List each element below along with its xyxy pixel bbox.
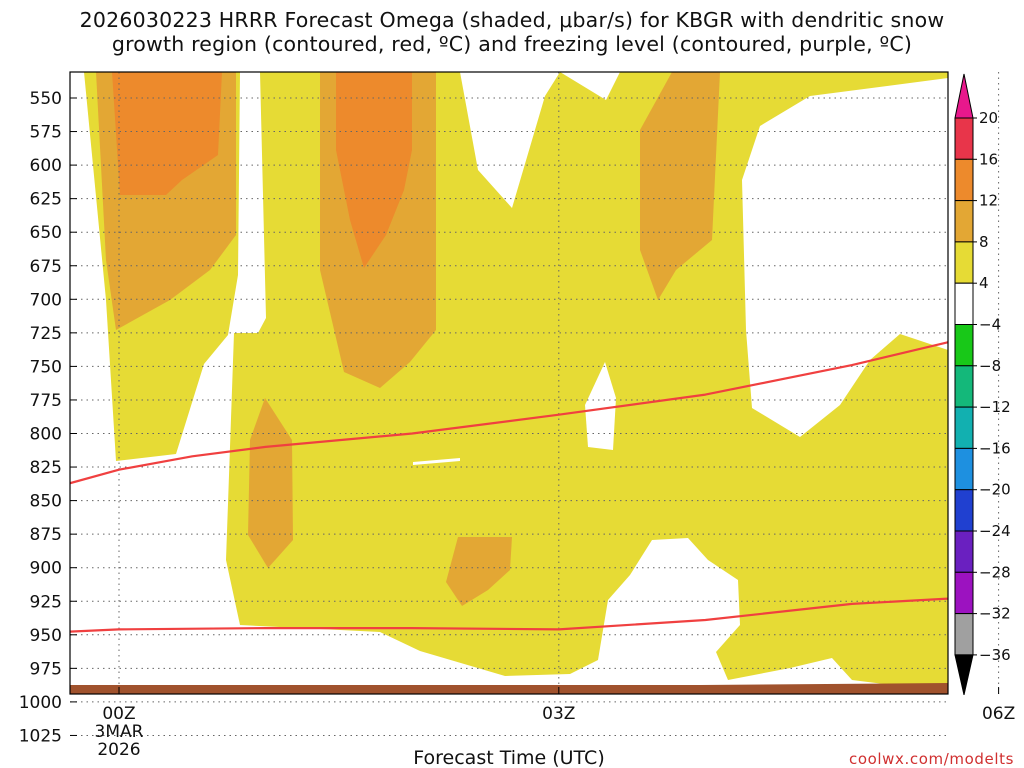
colorbar-segment [954,489,974,532]
colorbar-segment [954,158,974,202]
colorbar-label: 8 [979,233,989,251]
y-tick-label: 650 [30,223,62,243]
y-tick-label: 625 [30,190,62,210]
contour-line [70,341,948,485]
y-tick-label: 775 [30,391,62,411]
x-tick-label: 03Z [542,704,575,724]
y-tick-label: 575 [30,123,62,143]
colorbar-arrow-top [954,73,974,119]
colorbar-label: −28 [979,563,1011,581]
colorbar-label: −36 [979,646,1011,664]
colorbar-segment [954,282,974,326]
omega-region-weak [585,362,616,450]
y-tick-label: 900 [30,559,62,579]
colorbar-segment [954,530,974,573]
y-tick-label: 1000 [19,693,62,713]
colorbar-label: −12 [979,398,1011,416]
colorbar-label: −20 [979,481,1011,499]
y-tick-label: 550 [30,89,62,109]
colorbar-label: 12 [979,192,998,210]
chart-title-line-2: growth region (contoured, red, ºC) and f… [111,32,913,56]
colorbar-segment [954,406,974,449]
colorbar-label: 4 [979,274,989,292]
y-tick-label: 825 [30,458,62,478]
credit-text: coolwx.com/modelts [849,750,1014,768]
colorbar-arrow-bottom [954,654,974,696]
colorbar-label: −32 [979,605,1011,623]
omega-region-8-12 [248,398,293,568]
colorbar-segment [954,571,974,615]
colorbar-label: 20 [979,109,998,127]
y-tick-label: 950 [30,626,62,646]
y-tick-label: 925 [30,592,62,612]
x-axis: 00Z3MAR202603Z06Z09Z12Z15Z [95,687,1015,760]
colorbar: 20 16 12 8 4 −4 −8 −12 −16 −20 −24 −28 −32 −36 [954,73,1011,696]
y-tick-label: 600 [30,156,62,176]
x-tick-sublabel: 3MAR [95,722,144,742]
colorbar-segment [954,200,974,243]
chart-title-line-1: 2026030223 HRRR Forecast Omega (shaded, … [79,8,945,32]
colorbar-segment [954,241,974,284]
y-tick-label: 675 [30,257,62,277]
colorbar-segment [954,447,974,491]
colorbar-segment [954,324,974,367]
contour-line [70,597,948,633]
colorbar-segment [954,613,974,656]
y-tick-label: 850 [30,492,62,512]
y-axis: 550 575 600 625 650 675 700 725 750 775 800 825 850 8… [19,89,77,746]
colorbar-label: 16 [979,150,998,168]
colorbar-segment [954,117,974,160]
omega-region-weak [413,458,460,465]
ground-surface-edge [70,683,948,694]
x-axis-label: Forecast Time (UTC) [413,747,604,768]
plot-frame [69,71,949,695]
omega-region-12-16 [112,72,222,195]
colorbar-label: −8 [979,357,1001,375]
x-tick-label: 06Z [982,704,1015,724]
colorbar-label: −16 [979,439,1011,457]
y-tick-label: 750 [30,357,62,377]
y-tick-label: 1025 [19,726,62,746]
colorbar-label: −4 [979,316,1001,334]
y-tick-label: 800 [30,425,62,445]
colorbar-segment [954,365,974,408]
y-tick-label: 700 [30,290,62,310]
colorbar-label: −24 [979,522,1011,540]
omega-region-8-12 [446,537,512,606]
y-tick-label: 725 [30,324,62,344]
omega-region-8-12 [640,72,720,300]
x-tick-sublabel: 2026 [97,740,140,760]
y-tick-label: 875 [30,525,62,545]
y-tick-label: 975 [30,659,62,679]
x-tick-label: 00Z [102,704,135,724]
grid [70,72,1000,736]
contour-lines [70,341,948,633]
omega-region-12-16 [336,72,412,268]
